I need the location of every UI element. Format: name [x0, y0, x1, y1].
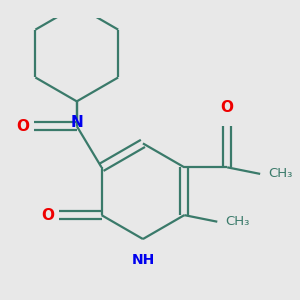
- Text: CH₃: CH₃: [226, 215, 250, 228]
- Text: O: O: [41, 208, 54, 223]
- Text: O: O: [221, 100, 234, 116]
- Text: N: N: [70, 115, 83, 130]
- Text: NH: NH: [131, 253, 154, 267]
- Text: CH₃: CH₃: [268, 167, 293, 180]
- Text: O: O: [17, 118, 30, 134]
